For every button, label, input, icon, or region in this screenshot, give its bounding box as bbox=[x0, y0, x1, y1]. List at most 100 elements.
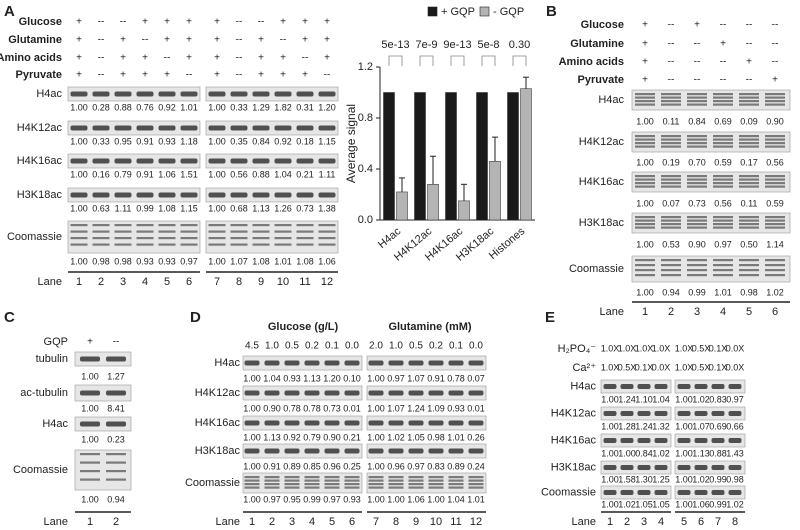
quantification: 0.93 bbox=[158, 256, 176, 266]
blot-image bbox=[674, 485, 746, 500]
condition-value: + bbox=[186, 17, 192, 28]
blot-label: H4K16ac bbox=[17, 155, 63, 167]
blot-band bbox=[711, 465, 725, 470]
quantification: 0.24 bbox=[467, 461, 485, 471]
gel-band bbox=[274, 230, 292, 233]
blot-band bbox=[114, 125, 132, 131]
gel-band bbox=[713, 269, 733, 272]
quantification: 1.27 bbox=[107, 371, 125, 381]
condition-value: + bbox=[642, 39, 648, 50]
gel-band bbox=[661, 264, 681, 267]
gel-band bbox=[635, 175, 655, 178]
condition-value: -- bbox=[98, 17, 105, 28]
gel-band bbox=[687, 135, 707, 138]
condition-value: -- bbox=[236, 53, 243, 64]
blot-band bbox=[344, 360, 360, 366]
quantification: 1.00 bbox=[636, 198, 654, 208]
gel-band bbox=[318, 243, 336, 246]
gel-band bbox=[252, 224, 270, 227]
condition-value: -- bbox=[280, 35, 287, 46]
blot-label: Coomassie bbox=[569, 263, 624, 275]
gel-band bbox=[765, 269, 785, 272]
blot-image bbox=[600, 433, 672, 448]
gel-band bbox=[208, 230, 226, 233]
quantification: 0.19 bbox=[662, 157, 680, 167]
condition-value: + bbox=[142, 53, 148, 64]
quantification: 0.90 bbox=[766, 116, 784, 126]
quantification: 0.98 bbox=[740, 287, 758, 297]
gel-band bbox=[324, 486, 340, 489]
gel-band bbox=[368, 483, 384, 486]
blot-image bbox=[366, 472, 487, 494]
gel-band bbox=[264, 476, 280, 479]
gel-band bbox=[635, 216, 655, 219]
gel-band bbox=[635, 178, 655, 181]
condition-value: + bbox=[302, 70, 308, 81]
quantification: 0.01 bbox=[343, 403, 361, 413]
blot-band bbox=[324, 420, 340, 426]
quantification: 0.99 bbox=[688, 287, 706, 297]
quantification: 1.13 bbox=[252, 203, 270, 213]
quantification: 0.09 bbox=[740, 116, 758, 126]
gel-band bbox=[252, 237, 270, 240]
blot-band bbox=[296, 125, 314, 131]
quantification: 1.13 bbox=[692, 448, 710, 458]
quantification: 0.91 bbox=[427, 373, 445, 383]
quantification: 0.97 bbox=[387, 373, 405, 383]
condition-value: + bbox=[76, 53, 82, 64]
gel-band bbox=[180, 224, 198, 227]
lane-number: 8 bbox=[393, 516, 399, 528]
gel-band bbox=[661, 259, 681, 262]
gel-band bbox=[739, 145, 759, 148]
lane-number: 8 bbox=[236, 276, 242, 288]
condition-value: 0.0 bbox=[469, 341, 483, 352]
condition-value: + bbox=[302, 17, 308, 28]
y-axis-label: Average signal bbox=[344, 104, 358, 183]
gel-band bbox=[713, 145, 733, 148]
gel-band bbox=[687, 142, 707, 145]
condition-value: + bbox=[302, 35, 308, 46]
quantification: 1.00 bbox=[675, 448, 693, 458]
lane-label: Lane bbox=[216, 516, 240, 528]
quantification: 0.56 bbox=[230, 169, 248, 179]
quantification: 1.06 bbox=[318, 256, 336, 266]
quantification: 1.00 bbox=[367, 373, 385, 383]
quantification: 1.15 bbox=[180, 203, 198, 213]
panel-letter: A bbox=[4, 3, 15, 20]
lane-number: 6 bbox=[349, 516, 355, 528]
gel-band bbox=[448, 476, 464, 479]
blot-band bbox=[468, 420, 484, 426]
blot-band bbox=[428, 360, 444, 366]
blot-band bbox=[158, 91, 176, 97]
condition-value: 0.5X bbox=[692, 362, 711, 372]
blot-band bbox=[428, 390, 444, 396]
condition-value: + bbox=[164, 17, 170, 28]
quantification: 1.00 bbox=[427, 494, 445, 504]
blot-band bbox=[654, 384, 668, 389]
condition-value: + bbox=[258, 53, 264, 64]
quantification: 0.17 bbox=[740, 157, 758, 167]
quantification: 0.07 bbox=[467, 373, 485, 383]
gel-band bbox=[635, 135, 655, 138]
blot-label: Coomassie bbox=[185, 477, 240, 489]
blot-band bbox=[92, 192, 110, 198]
quantification: 1.00 bbox=[387, 494, 405, 504]
condition-value: 2.0 bbox=[369, 341, 383, 352]
gel-band bbox=[661, 93, 681, 96]
lane-number: 3 bbox=[289, 516, 295, 528]
quantification: 1.01 bbox=[714, 287, 732, 297]
quantification: 1.11 bbox=[115, 203, 132, 213]
blot-band bbox=[344, 390, 360, 396]
blot-band bbox=[620, 411, 634, 416]
quantification: 0.11 bbox=[741, 198, 758, 208]
gel-band bbox=[136, 224, 154, 227]
condition-value: -- bbox=[302, 53, 309, 64]
quantification: 1.51 bbox=[180, 169, 198, 179]
gel-band bbox=[687, 264, 707, 267]
gel-band bbox=[408, 483, 424, 486]
blot-image bbox=[600, 460, 672, 475]
gel-band bbox=[114, 237, 132, 240]
quantification: 0.01 bbox=[467, 403, 485, 413]
blot-image bbox=[67, 153, 201, 169]
quantification: 1.00 bbox=[601, 499, 619, 509]
